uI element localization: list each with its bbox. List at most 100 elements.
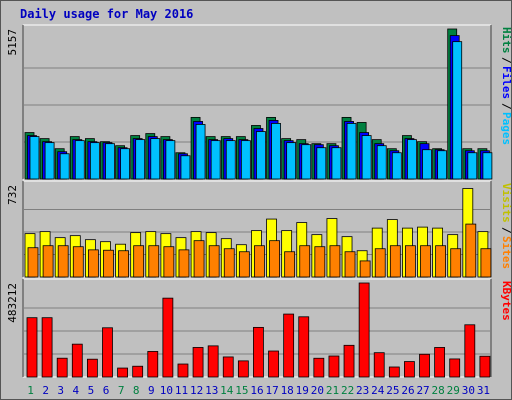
x-tick-label: 11 xyxy=(175,384,188,397)
kbytes-bar xyxy=(404,361,415,378)
sites-bar xyxy=(103,249,114,278)
kbytes-bar xyxy=(56,357,68,378)
sites-bar xyxy=(359,260,371,278)
sites-bar xyxy=(148,245,160,278)
pages-bar xyxy=(240,140,251,180)
chart-title: Daily usage for May 2016 xyxy=(20,7,194,21)
legend-visits: Visits xyxy=(500,183,511,223)
pages-bar xyxy=(331,147,342,180)
x-tick-label: 4 xyxy=(73,384,80,397)
max-value-label: 732 xyxy=(6,185,19,205)
kbytes-bar xyxy=(192,347,204,378)
legend-kbytes: KBytes xyxy=(500,281,511,321)
kbytes-bar xyxy=(222,356,234,378)
legend-separator: / xyxy=(500,227,511,234)
sites-bar xyxy=(269,240,280,278)
sites-bar xyxy=(450,248,462,278)
legend-hits: Hits xyxy=(500,27,511,54)
x-tick-label: 13 xyxy=(205,384,218,397)
max-value-label: 5157 xyxy=(6,29,19,56)
legend-pages: Pages xyxy=(500,112,511,145)
kbytes-bar xyxy=(132,365,144,378)
x-tick-label: 24 xyxy=(371,384,385,397)
kbytes-bar xyxy=(343,344,355,378)
sites-bar xyxy=(405,245,416,278)
sites-bar xyxy=(87,249,99,278)
sites-bar xyxy=(284,251,296,278)
x-tick-label: 14 xyxy=(220,384,234,397)
pages-bar xyxy=(89,142,100,180)
legend-sites: Sites xyxy=(500,236,511,269)
pages-bar xyxy=(150,138,161,180)
pages-bar xyxy=(180,155,191,180)
pages-bar xyxy=(225,140,236,180)
kbytes-bar xyxy=(117,367,128,378)
x-tick-label: 9 xyxy=(148,384,155,397)
kbytes-bar xyxy=(207,345,219,378)
pages-bar xyxy=(105,143,115,180)
sites-bar xyxy=(299,245,311,278)
legend-separator: / xyxy=(500,103,511,110)
pages-bar xyxy=(467,152,478,180)
kbytes-bar xyxy=(268,350,279,378)
x-tick-label: 7 xyxy=(118,384,125,397)
kbytes-bar xyxy=(71,343,83,378)
pages-bar xyxy=(135,139,146,180)
x-tick-label: 17 xyxy=(265,384,278,397)
pages-bar xyxy=(437,150,448,180)
kbytes-bar xyxy=(464,324,476,378)
pages-bar xyxy=(29,136,40,180)
sites-bar xyxy=(193,240,205,278)
kbytes-bar xyxy=(434,347,446,378)
x-tick-label: 26 xyxy=(401,384,414,397)
sites-bar xyxy=(480,248,492,278)
x-tick-label: 12 xyxy=(190,384,203,397)
kbytes-bar xyxy=(162,297,174,378)
sites-bar xyxy=(238,251,250,278)
x-tick-label: 27 xyxy=(416,384,429,397)
kbytes-bar xyxy=(449,358,461,378)
pages-bar xyxy=(165,140,176,180)
pages-bar xyxy=(316,147,327,180)
x-tick-label: 21 xyxy=(326,384,339,397)
pages-bar xyxy=(361,135,372,180)
pages-bar xyxy=(59,153,70,180)
kbytes-bar xyxy=(419,353,430,378)
sites-bar xyxy=(72,246,84,278)
sites-bar xyxy=(389,245,401,278)
pages-bar xyxy=(407,139,417,180)
sites-bar xyxy=(435,245,447,278)
pages-bar xyxy=(210,140,221,180)
sites-bar xyxy=(374,248,386,278)
kbytes-bar xyxy=(358,282,370,378)
kbytes-bar xyxy=(147,351,159,378)
sites-bar xyxy=(329,245,341,278)
kbytes-bar xyxy=(41,317,53,378)
pages-bar xyxy=(482,152,493,180)
sites-bar xyxy=(163,246,175,278)
pages-bar xyxy=(195,124,206,180)
pages-bar xyxy=(301,144,312,180)
pages-bar xyxy=(120,148,130,180)
x-tick-label: 31 xyxy=(477,384,490,397)
kbytes-bar xyxy=(313,357,325,378)
x-tick-label: 3 xyxy=(57,384,64,397)
pages-bar xyxy=(286,142,297,180)
legend-files: Files xyxy=(500,66,511,99)
sites-bar xyxy=(223,248,235,278)
max-value-label: 483212 xyxy=(6,283,19,323)
x-tick-label: 2 xyxy=(42,384,49,397)
pages-bar xyxy=(422,149,432,180)
x-tick-label: 16 xyxy=(250,384,263,397)
sites-bar xyxy=(27,247,39,278)
x-tick-label: 28 xyxy=(432,384,445,397)
sites-bar xyxy=(57,245,69,278)
x-tick-label: 20 xyxy=(311,384,324,397)
pages-bar xyxy=(346,123,357,180)
kbytes-bar xyxy=(283,313,295,378)
kbytes-bar xyxy=(388,366,400,378)
sites-bar xyxy=(118,250,129,278)
pages-bar xyxy=(256,131,266,180)
